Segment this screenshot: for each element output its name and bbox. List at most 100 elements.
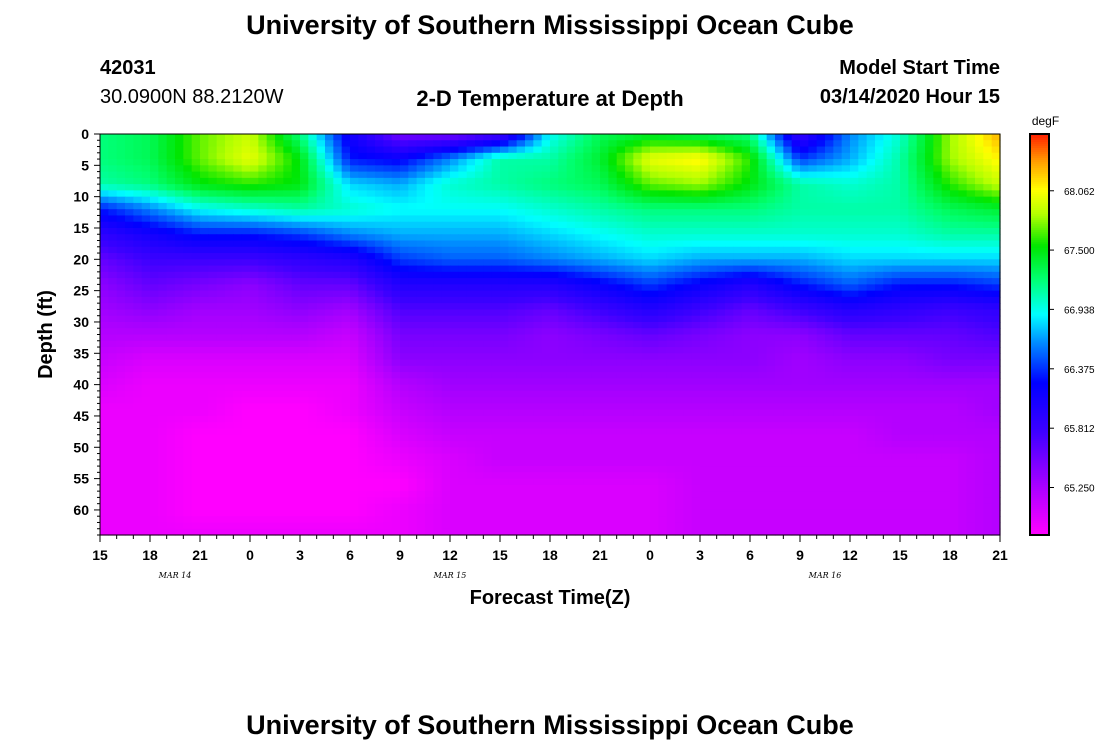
heatmap-cell	[308, 265, 318, 273]
heatmap-cell	[941, 347, 951, 354]
heatmap-cell	[808, 165, 818, 173]
heatmap-cell	[741, 347, 751, 354]
heatmap-cell	[216, 146, 226, 154]
heatmap-cell	[850, 403, 859, 411]
heatmap-cell	[675, 265, 684, 273]
heatmap-cell	[975, 397, 984, 405]
heatmap-cell	[541, 215, 551, 223]
heatmap-cell	[525, 271, 534, 279]
heatmap-cell	[291, 134, 301, 141]
heatmap-cell	[350, 278, 359, 285]
heatmap-cell	[633, 390, 643, 398]
heatmap-cell	[791, 246, 801, 254]
heatmap-cell	[866, 365, 876, 373]
heatmap-cell	[183, 372, 193, 379]
heatmap-cell	[283, 353, 293, 361]
heatmap-cell	[233, 284, 243, 292]
heatmap-cell	[475, 140, 484, 148]
heatmap-cell	[550, 227, 559, 235]
heatmap-cell	[650, 240, 659, 248]
heatmap-cell	[741, 259, 751, 267]
heatmap-cell	[508, 271, 518, 279]
heatmap-cell	[383, 403, 393, 411]
heatmap-cell	[583, 134, 593, 141]
heatmap-cell	[358, 134, 368, 141]
heatmap-cell	[475, 347, 484, 354]
heatmap-cell	[941, 378, 951, 386]
heatmap-cell	[450, 134, 459, 141]
heatmap-cell	[791, 184, 801, 191]
heatmap-cell	[675, 271, 684, 279]
heatmap-cell	[591, 140, 601, 148]
heatmap-cell	[333, 303, 343, 311]
heatmap-cell	[416, 159, 426, 166]
heatmap-cell	[425, 221, 434, 229]
heatmap-cell	[108, 409, 118, 417]
heatmap-cell	[266, 415, 276, 423]
heatmap-cell	[491, 290, 501, 298]
heatmap-cell	[333, 209, 343, 217]
heatmap-cell	[475, 146, 484, 154]
heatmap-cell	[583, 140, 593, 148]
heatmap-cell	[183, 221, 193, 229]
heatmap-cell	[941, 171, 951, 179]
heatmap-cell	[308, 372, 318, 379]
heatmap-cell	[416, 184, 426, 191]
heatmap-cell	[316, 384, 326, 392]
heatmap-cell	[458, 202, 468, 210]
heatmap-cell	[700, 334, 709, 342]
heatmap-cell	[341, 215, 351, 223]
heatmap-cell	[250, 165, 259, 173]
heatmap-cell	[233, 415, 243, 423]
heatmap-cell	[141, 303, 151, 311]
heatmap-cell	[400, 390, 409, 398]
heatmap-cell	[816, 296, 826, 304]
heatmap-cell	[900, 409, 909, 417]
heatmap-cell	[541, 409, 551, 417]
heatmap-cell	[658, 196, 668, 204]
heatmap-cell	[950, 415, 959, 423]
heatmap-cell	[575, 165, 584, 173]
heatmap-cell	[825, 284, 834, 292]
heatmap-cell	[358, 246, 368, 254]
heatmap-cell	[366, 202, 376, 210]
heatmap-cell	[533, 152, 543, 160]
heatmap-cell	[850, 146, 859, 154]
heatmap-cell	[150, 365, 159, 373]
heatmap-cell	[958, 403, 968, 411]
heatmap-cell	[475, 296, 484, 304]
heatmap-cell	[150, 227, 159, 235]
heatmap-cell	[208, 397, 218, 405]
heatmap-cell	[925, 265, 934, 273]
heatmap-cell	[891, 278, 901, 285]
heatmap-cell	[850, 202, 859, 210]
heatmap-cell	[633, 303, 643, 311]
heatmap-cell	[425, 134, 434, 141]
heatmap-cell	[241, 328, 251, 336]
heatmap-cell	[733, 290, 743, 298]
heatmap-cell	[808, 227, 818, 235]
heatmap-cell	[550, 171, 559, 179]
heatmap-cell	[525, 177, 534, 185]
heatmap-cell	[600, 146, 609, 154]
heatmap-cell	[133, 390, 143, 398]
heatmap-cell	[708, 309, 718, 317]
heatmap-cell	[425, 240, 434, 248]
heatmap-cell	[691, 378, 701, 386]
heatmap-cell	[250, 278, 259, 285]
heatmap-cell	[166, 403, 176, 411]
heatmap-cell	[750, 296, 759, 304]
heatmap-cell	[341, 321, 351, 329]
heatmap-cell	[200, 240, 209, 248]
heatmap-cell	[591, 159, 601, 166]
heatmap-cell	[991, 190, 1001, 198]
heatmap-cell	[791, 365, 801, 373]
heatmap-cell	[408, 159, 418, 166]
heatmap-cell	[550, 403, 559, 411]
heatmap-cell	[191, 303, 201, 311]
heatmap-cell	[908, 315, 918, 323]
heatmap-cell	[641, 409, 651, 417]
heatmap-cell	[600, 384, 609, 392]
heatmap-cell	[766, 303, 776, 311]
heatmap-cell	[425, 140, 434, 148]
